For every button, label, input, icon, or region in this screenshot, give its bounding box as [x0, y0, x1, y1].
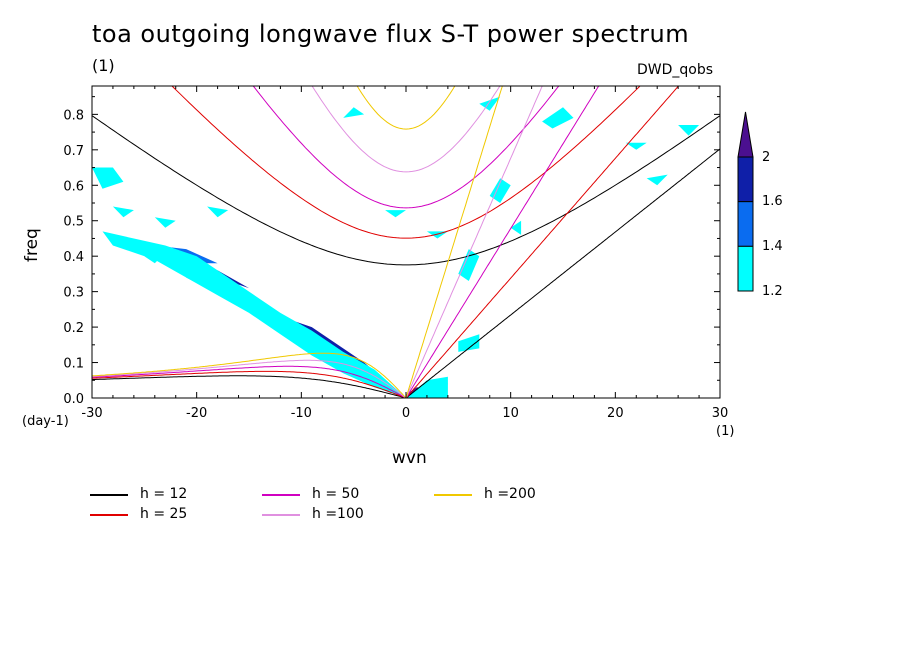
y-tick-label: 0.8 [63, 108, 84, 123]
curve-h50 [92, 365, 407, 398]
x-tick-label: -30 [81, 406, 102, 421]
legend-label: h =200 [484, 486, 536, 502]
colorbar-label-1-6: 1.6 [762, 194, 783, 209]
x-tick-label: 10 [502, 406, 519, 421]
y-tick-label: 0.5 [63, 215, 84, 230]
x-tick-label: 30 [712, 406, 729, 421]
spectrum-region [479, 96, 501, 111]
spectrum-region [406, 376, 448, 398]
x-tick-label: -20 [186, 406, 207, 421]
spectrum-region [207, 206, 229, 218]
curve-h100 [405, 86, 543, 398]
y-tick-label: 0.2 [63, 321, 84, 336]
x-tick-label: 0 [402, 406, 410, 421]
colorbar-segment [737, 245, 754, 292]
y-tick-label: 0.0 [63, 392, 84, 407]
legend-label: h = 50 [312, 486, 360, 502]
legend-swatch [90, 514, 128, 516]
y-tick-label: 0.3 [63, 286, 84, 301]
spectrum-regions [92, 96, 700, 398]
spectrum-region [510, 220, 522, 235]
colorbar-segment [737, 156, 754, 203]
x-axis-label: wvn [392, 448, 427, 468]
legend: h = 12 h = 25 h = 50 h =100 h =200 [90, 486, 610, 526]
curve-h200 [92, 352, 407, 398]
y-axis-unit: (day-1) [22, 414, 69, 429]
spectrum-region [144, 252, 166, 264]
legend-label: h = 25 [140, 506, 188, 522]
colorbar-segment [737, 201, 754, 247]
spectrum-region [112, 206, 134, 218]
curve-h12 [405, 148, 720, 398]
spectrum-region [489, 178, 511, 203]
curve-h12 [92, 115, 720, 266]
source-label: DWD_qobs [637, 62, 714, 78]
spectrum-region [542, 107, 574, 129]
chart-title: toa outgoing longwave flux S-T power spe… [92, 20, 690, 48]
curve-h200 [356, 86, 456, 130]
spectrum-region [646, 174, 668, 186]
curve-h25 [405, 86, 680, 398]
x-axis-unit: (1) [716, 424, 735, 439]
chart-subtitle: (1) [92, 56, 115, 75]
curve-h100 [92, 359, 407, 398]
curve-h12 [92, 375, 407, 398]
curve-h50 [252, 86, 560, 209]
spectrum-region [92, 167, 124, 189]
spectrum-region [385, 210, 406, 218]
colorbar-label-1-4: 1.4 [762, 239, 783, 254]
x-tick-label: 20 [607, 406, 624, 421]
legend-label: h = 12 [140, 486, 188, 502]
curve-h100 [311, 86, 501, 173]
dispersion-curves [92, 86, 720, 398]
legend-label: h =100 [312, 506, 364, 522]
spectrum-region [343, 107, 365, 118]
curve-h50 [405, 86, 600, 398]
x-tick-label: -10 [291, 406, 312, 421]
legend-swatch [434, 494, 472, 496]
legend-swatch [90, 494, 128, 496]
y-tick-label: 0.6 [63, 179, 84, 194]
colorbar-triangle [737, 111, 754, 158]
spectrum-region [154, 217, 176, 228]
curve-h25 [92, 370, 407, 398]
curve-h25 [171, 86, 641, 239]
curve-h200 [405, 86, 503, 398]
spectrum-region [625, 142, 647, 150]
colorbar-label-2: 2 [762, 150, 771, 165]
y-tick-label: 0.1 [63, 357, 84, 372]
spectrum-region [458, 249, 480, 281]
y-tick-label: 0.4 [63, 250, 84, 265]
spectrum-region [678, 125, 700, 136]
legend-swatch [262, 494, 300, 496]
plot-frame [91, 85, 721, 399]
spectrum-region [102, 231, 406, 398]
legend-swatch [262, 514, 300, 516]
y-tick-label: 0.7 [63, 144, 84, 159]
spectrum-region [458, 334, 480, 352]
y-axis-label: freq [22, 228, 42, 262]
colorbar-label-1-2: 1.2 [762, 284, 783, 299]
